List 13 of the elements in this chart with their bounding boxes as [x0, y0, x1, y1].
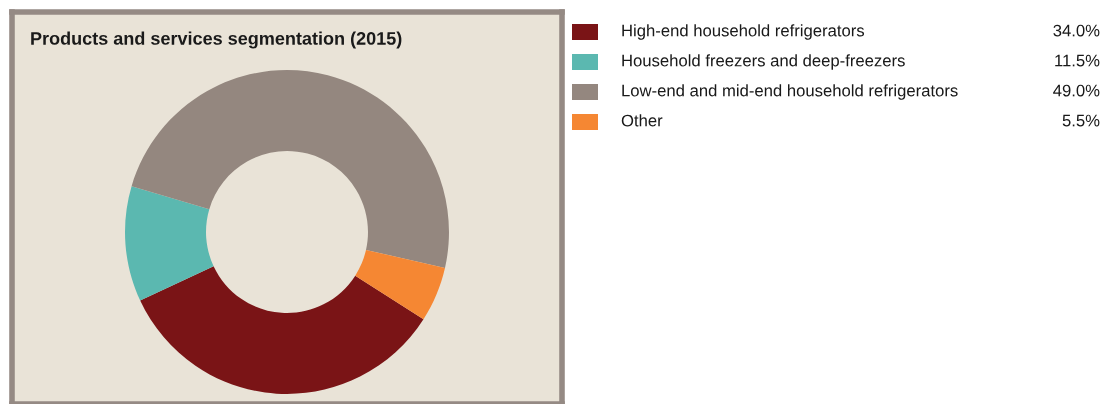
donut-slice	[355, 249, 445, 320]
legend-label: Other	[621, 114, 663, 127]
data-label: 34.0%	[1053, 24, 1100, 37]
legend-label: High-end household refrigerators	[622, 24, 865, 40]
legend-label: Low-end and mid-end household refrigerators	[622, 84, 958, 100]
donut-slice	[131, 70, 449, 268]
donut-slice	[140, 266, 424, 394]
data-label: 49.0%	[1053, 84, 1100, 97]
legend-label: Household freezers and deep-freezers	[622, 54, 905, 70]
data-label: 11.5%	[1055, 54, 1100, 67]
chart-title: Products and services segmentation (2015)	[31, 31, 402, 49]
data-label: 5.5%	[1062, 114, 1100, 127]
donut-slice	[125, 186, 214, 301]
